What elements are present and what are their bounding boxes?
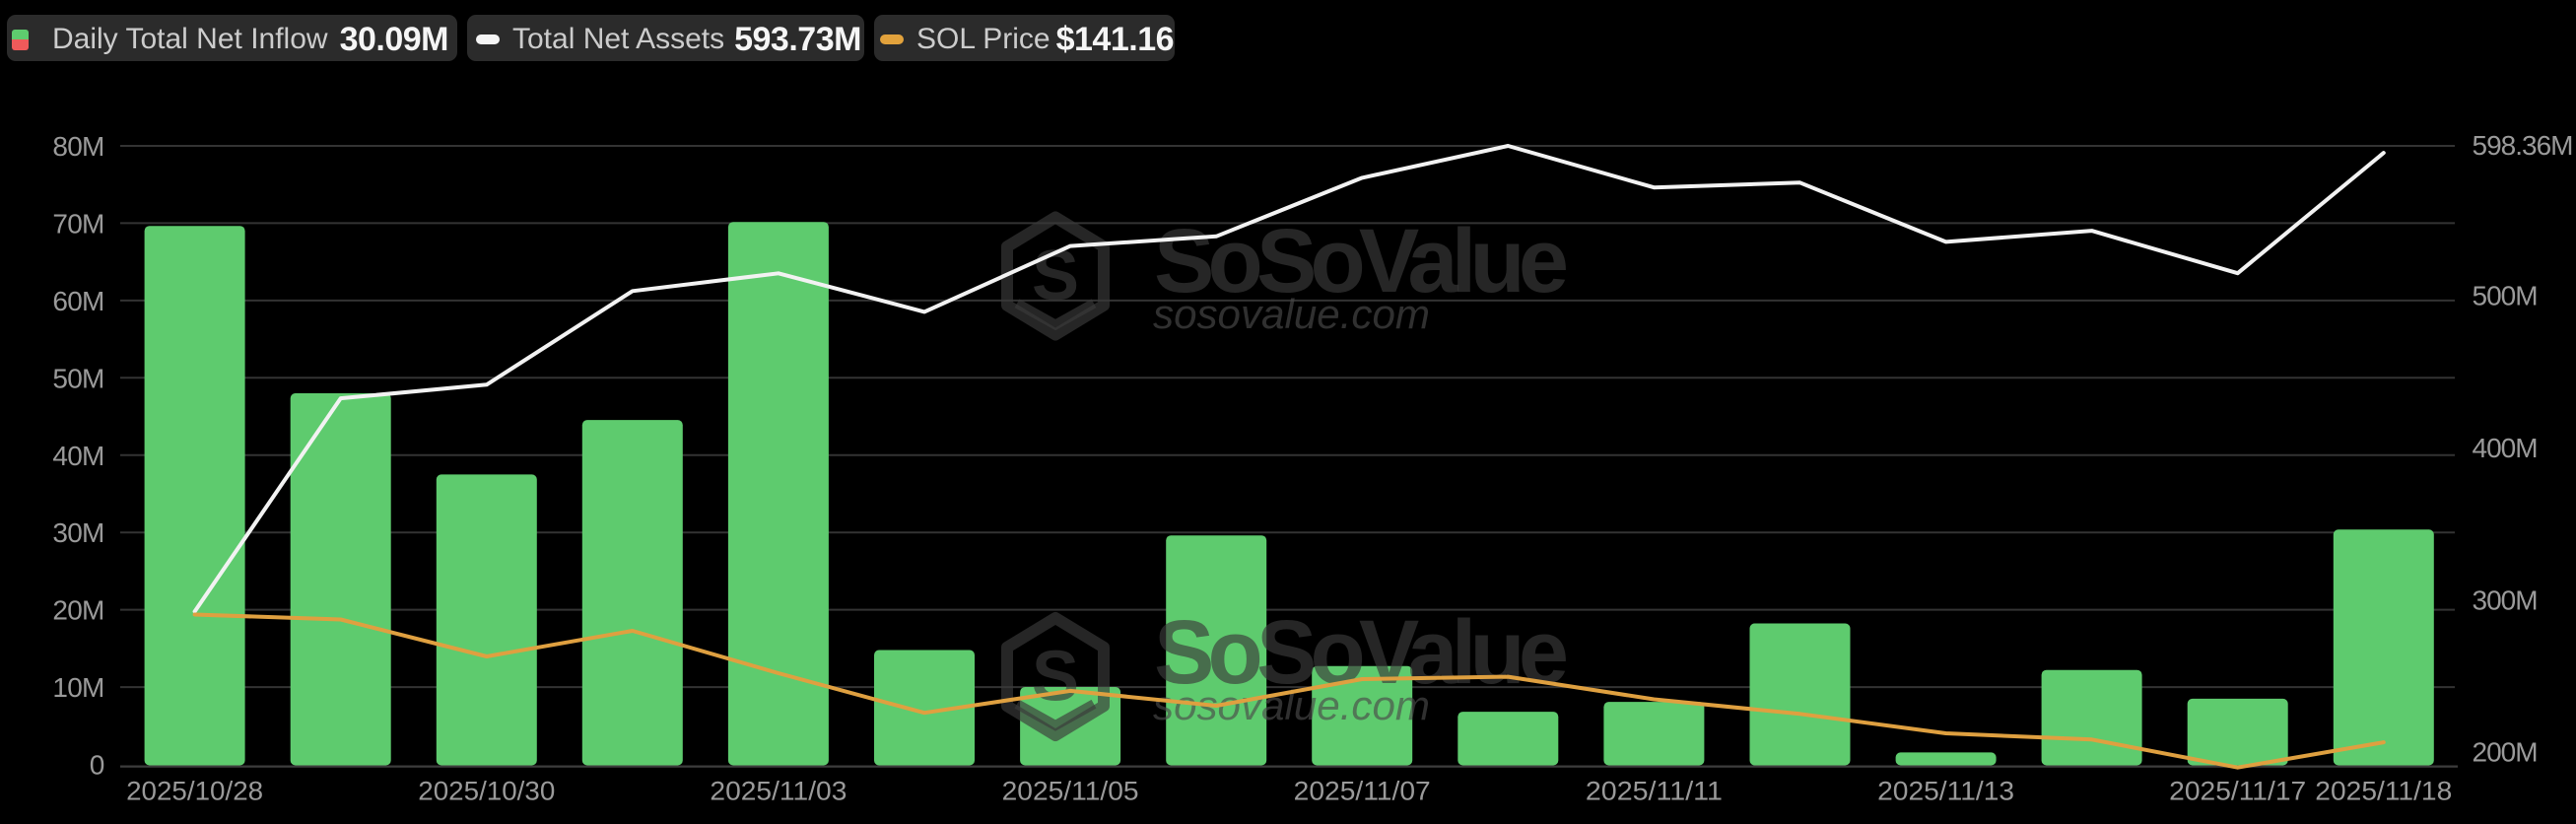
svg-text:SoSoValue: SoSoValue bbox=[1154, 602, 1569, 703]
svg-text:30M: 30M bbox=[52, 517, 103, 548]
svg-text:2025/11/05: 2025/11/05 bbox=[1002, 777, 1139, 806]
svg-text:sosovalue.com: sosovalue.com bbox=[1153, 291, 1430, 337]
svg-text:2025/11/03: 2025/11/03 bbox=[710, 777, 847, 806]
svg-text:S: S bbox=[1032, 237, 1079, 315]
svg-text:80M: 80M bbox=[52, 131, 103, 162]
svg-text:598.36M: 598.36M bbox=[2473, 130, 2573, 161]
svg-text:500M: 500M bbox=[2473, 281, 2538, 311]
svg-text:2025/11/07: 2025/11/07 bbox=[1294, 777, 1431, 806]
svg-text:S: S bbox=[1032, 638, 1079, 717]
svg-text:200M: 200M bbox=[2473, 737, 2538, 768]
svg-text:20M: 20M bbox=[52, 595, 103, 626]
svg-text:2025/11/13: 2025/11/13 bbox=[1877, 777, 2014, 806]
svg-text:2025/11/11: 2025/11/11 bbox=[1586, 777, 1723, 806]
svg-text:2025/10/28: 2025/10/28 bbox=[126, 777, 263, 806]
svg-text:2025/11/17: 2025/11/17 bbox=[2169, 777, 2306, 806]
svg-text:40M: 40M bbox=[52, 441, 103, 471]
svg-text:2025/11/18: 2025/11/18 bbox=[2315, 777, 2452, 806]
svg-text:70M: 70M bbox=[52, 208, 103, 239]
svg-text:50M: 50M bbox=[52, 363, 103, 393]
svg-text:400M: 400M bbox=[2473, 433, 2538, 463]
svg-text:60M: 60M bbox=[52, 286, 103, 316]
svg-text:SoSoValue: SoSoValue bbox=[1154, 211, 1569, 311]
svg-text:10M: 10M bbox=[52, 672, 103, 703]
svg-text:300M: 300M bbox=[2473, 584, 2538, 615]
svg-text:2025/10/30: 2025/10/30 bbox=[418, 777, 555, 806]
svg-text:0: 0 bbox=[90, 750, 104, 781]
